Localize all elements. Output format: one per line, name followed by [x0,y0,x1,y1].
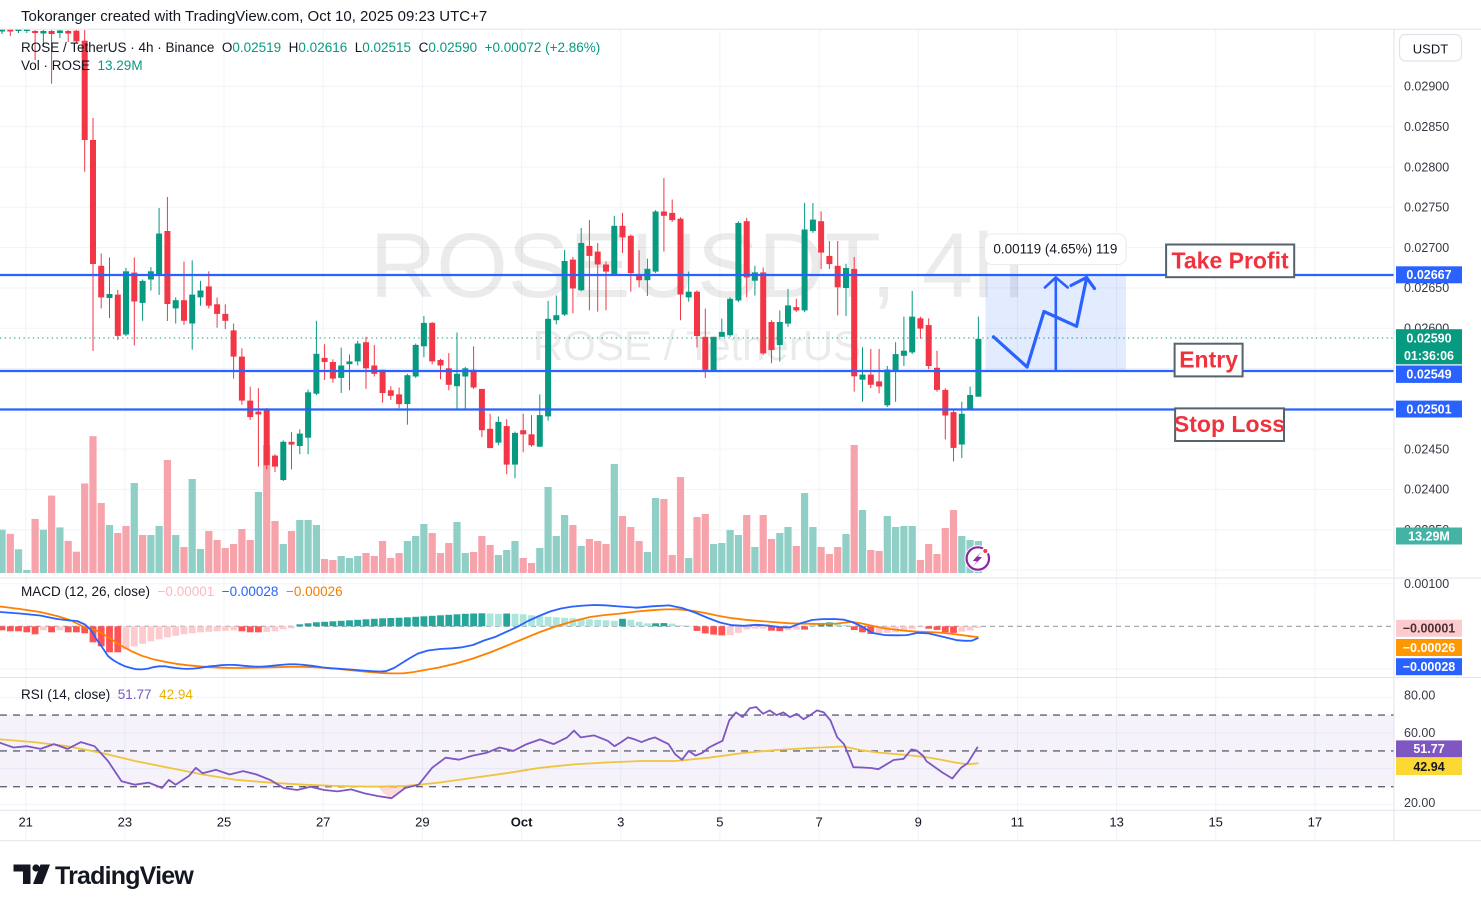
svg-text:51.77: 51.77 [1413,742,1444,756]
svg-text:−0.00001: −0.00001 [1403,622,1456,636]
svg-text:42.94: 42.94 [1413,760,1444,774]
svg-text:0.02700: 0.02700 [1404,241,1449,255]
svg-text:Tokoranger created with Tradin: Tokoranger created with TradingView.com,… [21,8,487,25]
svg-text:0.02667: 0.02667 [1406,268,1451,282]
svg-text:21: 21 [18,815,32,830]
svg-text:60.00: 60.00 [1404,726,1435,740]
svg-text:80.00: 80.00 [1404,688,1435,702]
svg-text:0.02800: 0.02800 [1404,160,1449,174]
svg-text:ROSE / TetherUS · 4h · Binance: ROSE / TetherUS · 4h · Binance O0.02519 … [21,40,600,55]
svg-text:Vol · ROSE 13.29M: Vol · ROSE 13.29M [21,58,143,73]
svg-text:0.00119 (4.65%) 119: 0.00119 (4.65%) 119 [993,242,1117,257]
svg-text:TradingView: TradingView [55,862,194,890]
svg-text:27: 27 [316,815,330,830]
svg-text:5: 5 [716,815,723,830]
svg-text:11: 11 [1011,815,1025,830]
svg-text:17: 17 [1308,815,1322,830]
svg-text:MACD (12, 26, close) −0.00001: MACD (12, 26, close) −0.00001 −0.00028 −… [21,584,343,599]
svg-text:−0.00028: −0.00028 [1403,660,1456,674]
svg-text:13: 13 [1109,815,1123,830]
svg-text:Oct: Oct [511,815,533,830]
svg-text:13.29M: 13.29M [1408,529,1450,543]
svg-text:7: 7 [815,815,822,830]
svg-text:Take Profit: Take Profit [1172,247,1289,273]
svg-text:0.02900: 0.02900 [1404,80,1449,94]
svg-text:0.02549: 0.02549 [1406,368,1451,382]
svg-text:0.02850: 0.02850 [1404,120,1449,134]
svg-text:23: 23 [118,815,132,830]
svg-text:9: 9 [915,815,922,830]
svg-text:15: 15 [1208,815,1222,830]
svg-text:0.02650: 0.02650 [1404,281,1449,295]
svg-text:0.02750: 0.02750 [1404,201,1449,215]
svg-text:01:36:06: 01:36:06 [1404,349,1454,363]
svg-text:Stop Loss: Stop Loss [1174,411,1285,437]
svg-text:−0.00026: −0.00026 [1403,641,1456,655]
svg-text:Entry: Entry [1179,347,1238,373]
svg-text:0.02590: 0.02590 [1406,331,1451,345]
svg-text:20.00: 20.00 [1404,796,1435,810]
svg-text:0.02501: 0.02501 [1406,402,1451,416]
svg-text:USDT: USDT [1413,41,1448,56]
svg-text:RSI (14, close) 51.77 42.94: RSI (14, close) 51.77 42.94 [21,687,193,702]
svg-text:0.00100: 0.00100 [1404,577,1449,591]
svg-text:0.02400: 0.02400 [1404,483,1449,497]
svg-text:25: 25 [217,815,231,830]
svg-text:0.02450: 0.02450 [1404,442,1449,456]
svg-text:29: 29 [415,815,429,830]
svg-text:3: 3 [617,815,624,830]
